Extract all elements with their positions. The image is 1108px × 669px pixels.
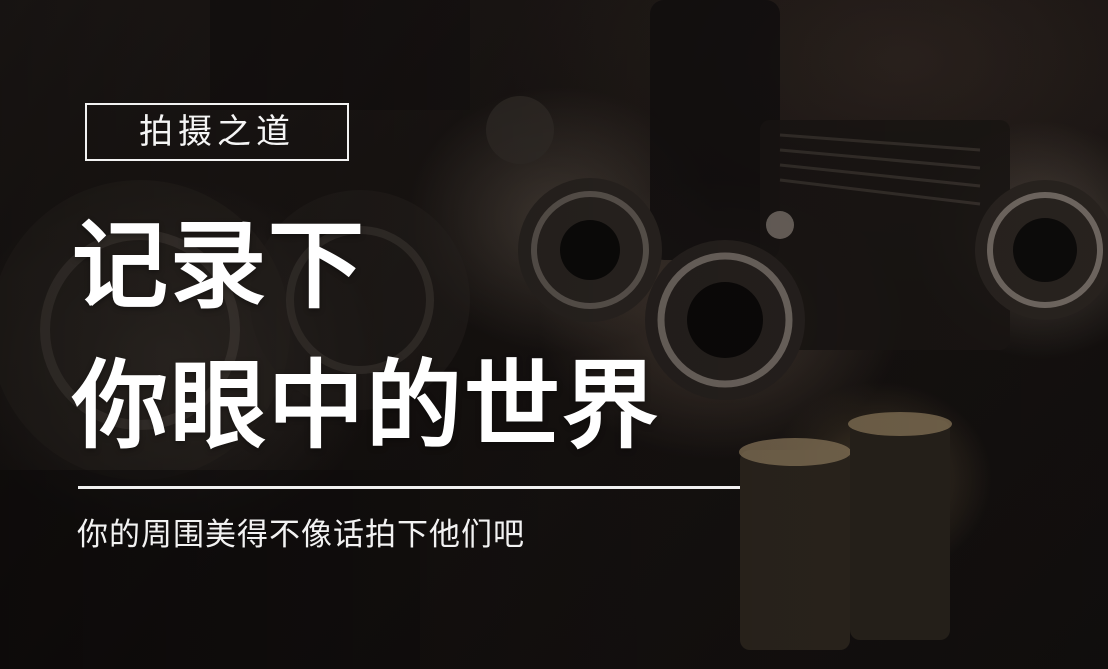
headline-line-1: 记录下 (72, 210, 366, 322)
divider-line (78, 486, 740, 489)
subtitle: 你的周围美得不像话拍下他们吧 (77, 517, 525, 553)
headline-line-2: 你眼中的世界 (72, 350, 660, 462)
category-tag: 拍摄之道 (85, 103, 349, 161)
category-tag-label: 拍摄之道 (139, 112, 295, 152)
